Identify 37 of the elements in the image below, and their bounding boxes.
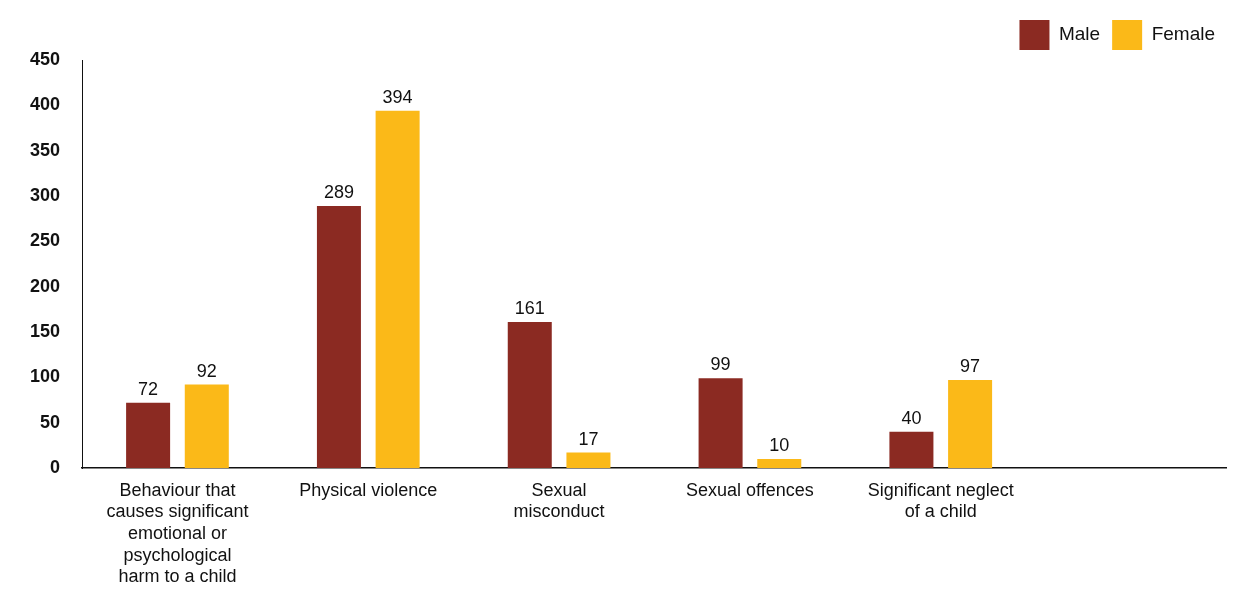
bar: [698, 378, 743, 468]
bar: [126, 402, 171, 468]
y-tick-label: 400: [29, 94, 61, 115]
bar: [507, 322, 552, 468]
bar: [948, 380, 993, 468]
x-tick-label: Sexual misconduct: [513, 479, 605, 522]
data-label: 40: [901, 407, 922, 428]
data-label: 289: [323, 181, 354, 202]
data-label: 10: [769, 434, 790, 455]
y-tick-label: 250: [29, 230, 61, 251]
data-label: 99: [710, 354, 731, 375]
y-tick-label: 450: [29, 48, 61, 69]
data-label: 161: [514, 298, 545, 318]
bar: [566, 452, 611, 468]
bar: [375, 110, 420, 468]
data-label: 17: [578, 428, 599, 449]
y-tick-label: 0: [50, 456, 61, 477]
data-label: 72: [138, 378, 159, 399]
legend-label: Female: [1151, 23, 1215, 45]
y-tick-label: 50: [40, 411, 61, 432]
data-label: 92: [196, 360, 217, 381]
data-label: 394: [382, 86, 413, 107]
y-tick-label: 350: [29, 139, 61, 160]
x-tick-label: Significant neglect of a child: [867, 479, 1014, 522]
y-tick-label: 300: [29, 184, 61, 205]
bar: [184, 384, 229, 468]
y-tick-label: 200: [29, 275, 61, 296]
y-tick-label: 150: [29, 320, 61, 341]
bar: [316, 205, 361, 468]
bar: [889, 431, 934, 468]
x-tick-label: Behaviour that causes significant emotional or psychological harm to a child: [106, 479, 249, 587]
bar: [757, 458, 802, 468]
y-tick-label: 100: [29, 366, 61, 387]
legend-label: Male: [1058, 23, 1101, 45]
x-tick-label: Sexual offences: [686, 479, 814, 500]
x-tick-label: Physical violence: [299, 479, 438, 500]
data-label: 97: [960, 356, 981, 377]
